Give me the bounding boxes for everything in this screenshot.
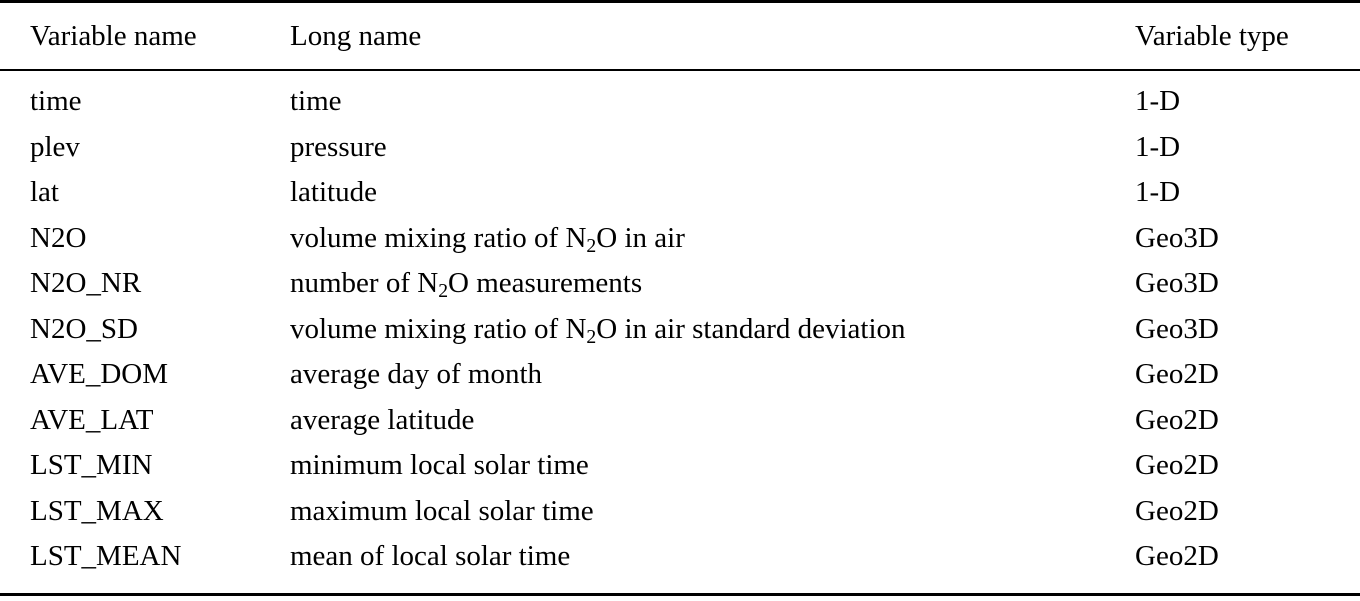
variable-name-cell: AVE_LAT <box>30 403 154 436</box>
long-name-cell: average day of month <box>290 352 1135 398</box>
long-name-text: number of N <box>290 267 439 299</box>
table-header-rule <box>0 69 1360 71</box>
variable-name-cell: N2O <box>30 221 87 254</box>
variable-name-cell: LST_MEAN <box>30 540 182 572</box>
variable-type-cell: Geo2D <box>1135 540 1219 572</box>
long-name-cell: latitude <box>290 170 1135 216</box>
table-row: N2O_NR number of N2O measurements Geo3D <box>0 261 1360 307</box>
variable-name-cell: N2O_SD <box>30 312 138 345</box>
long-name-cell: pressure <box>290 125 1135 171</box>
variable-type-cell: Geo3D <box>1135 267 1219 299</box>
table-row: plev pressure 1-D <box>0 125 1360 171</box>
long-name-cell: average latitude <box>290 398 1135 444</box>
variable-type-cell: Geo2D <box>1135 494 1219 527</box>
variable-name-cell: N2O_NR <box>30 267 142 299</box>
long-name-text: minimum local solar time <box>290 449 589 481</box>
variable-type-cell: Geo3D <box>1135 221 1219 254</box>
table-row: time time 1-D <box>0 79 1360 125</box>
variable-name-cell: lat <box>30 176 59 208</box>
long-name-text: time <box>290 85 342 117</box>
long-name-text-post: O measurements <box>448 267 643 299</box>
long-name-text: pressure <box>290 130 387 163</box>
long-name-text: average latitude <box>290 403 475 436</box>
long-name-text-post: O in air <box>596 221 685 254</box>
long-name-cell: mean of local solar time <box>290 534 1135 580</box>
variable-name-cell: plev <box>30 130 80 163</box>
long-name-cell: number of N2O measurements <box>290 261 1135 307</box>
column-header-variable-type: Variable type <box>1135 19 1289 52</box>
long-name-text-post: O in air standard deviation <box>596 312 906 345</box>
table-row: N2O volume mixing ratio of N2O in air Ge… <box>0 216 1360 262</box>
long-name-text: average day of month <box>290 358 543 390</box>
variable-name-cell: LST_MAX <box>30 494 164 527</box>
table-row: lat latitude 1-D <box>0 170 1360 216</box>
long-name-cell: volume mixing ratio of N2O in air standa… <box>290 307 1135 353</box>
variable-name-cell: time <box>30 85 82 117</box>
long-name-text: volume mixing ratio of N <box>290 312 587 345</box>
column-header-variable-name: Variable name <box>30 19 197 52</box>
table-row: AVE_DOM average day of month Geo2D <box>0 352 1360 398</box>
variable-type-cell: Geo2D <box>1135 403 1219 436</box>
variable-type-cell: 1-D <box>1135 85 1181 117</box>
variable-type-cell: 1-D <box>1135 176 1181 208</box>
long-name-cell: minimum local solar time <box>290 443 1135 489</box>
table-bottom-rule <box>0 593 1360 596</box>
table-header-row: Variable name Long name Variable type <box>0 3 1360 69</box>
table-row: LST_MAX maximum local solar time Geo2D <box>0 489 1360 535</box>
table-row: N2O_SD volume mixing ratio of N2O in air… <box>0 307 1360 353</box>
long-name-text: mean of local solar time <box>290 540 571 572</box>
variable-type-cell: Geo2D <box>1135 449 1219 481</box>
long-name-cell: time <box>290 79 1135 125</box>
table-row: AVE_LAT average latitude Geo2D <box>0 398 1360 444</box>
variable-type-cell: Geo2D <box>1135 358 1219 390</box>
subscript-text: 2 <box>438 279 449 302</box>
table-body: time time 1-D plev pressure 1-D lat lati… <box>0 71 1360 580</box>
long-name-text: volume mixing ratio of N <box>290 221 587 254</box>
subscript-text: 2 <box>586 325 597 348</box>
table-top-rule <box>0 0 1360 3</box>
column-header-long-name: Long name <box>290 19 422 52</box>
long-name-text: maximum local solar time <box>290 494 594 527</box>
table-row: LST_MEAN mean of local solar time Geo2D <box>0 534 1360 580</box>
variable-name-cell: AVE_DOM <box>30 358 169 390</box>
subscript-text: 2 <box>586 234 597 257</box>
table-row: LST_MIN minimum local solar time Geo2D <box>0 443 1360 489</box>
long-name-cell: maximum local solar time <box>290 489 1135 535</box>
variable-name-cell: LST_MIN <box>30 449 153 481</box>
variable-type-cell: 1-D <box>1135 130 1181 163</box>
long-name-cell: volume mixing ratio of N2O in air <box>290 216 1135 262</box>
variable-type-cell: Geo3D <box>1135 312 1219 345</box>
long-name-text: latitude <box>290 176 377 208</box>
